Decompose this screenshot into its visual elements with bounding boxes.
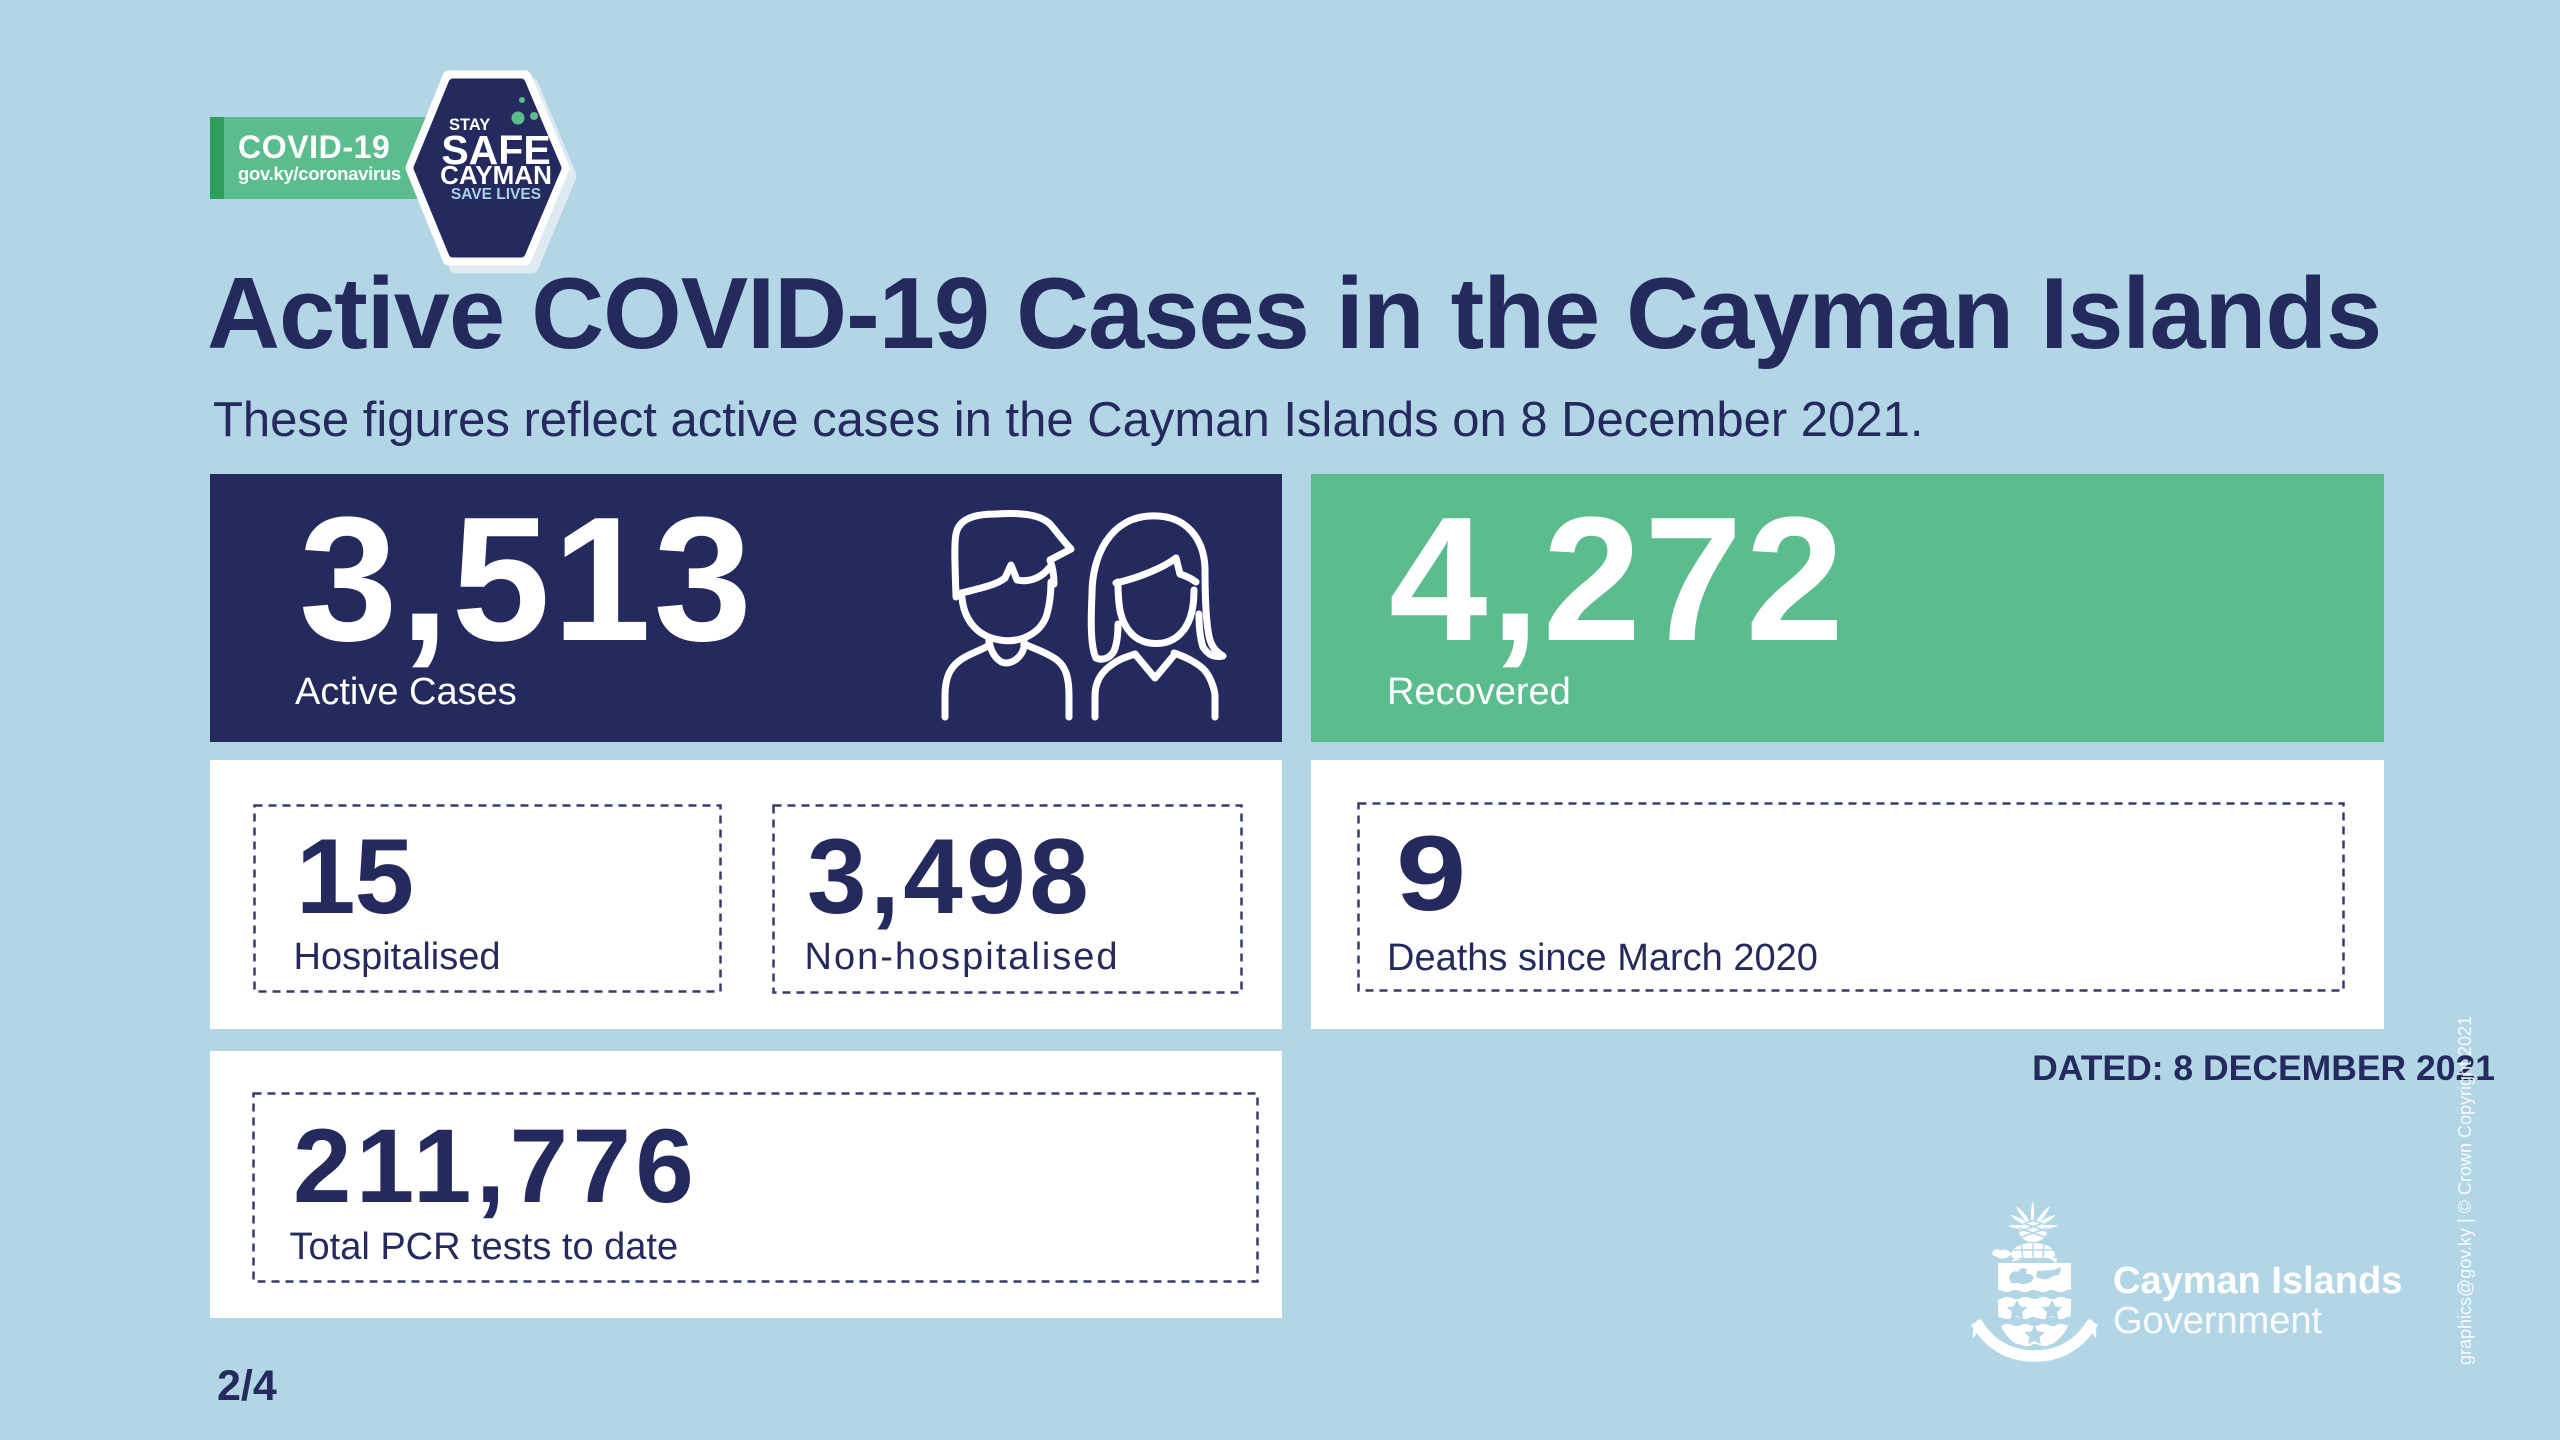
svg-text:SAVE LIVES: SAVE LIVES: [451, 186, 541, 203]
svg-text:CAYMAN: CAYMAN: [440, 160, 552, 190]
svg-text:SAFE: SAFE: [441, 127, 550, 173]
svg-text:STAY: STAY: [449, 116, 490, 134]
